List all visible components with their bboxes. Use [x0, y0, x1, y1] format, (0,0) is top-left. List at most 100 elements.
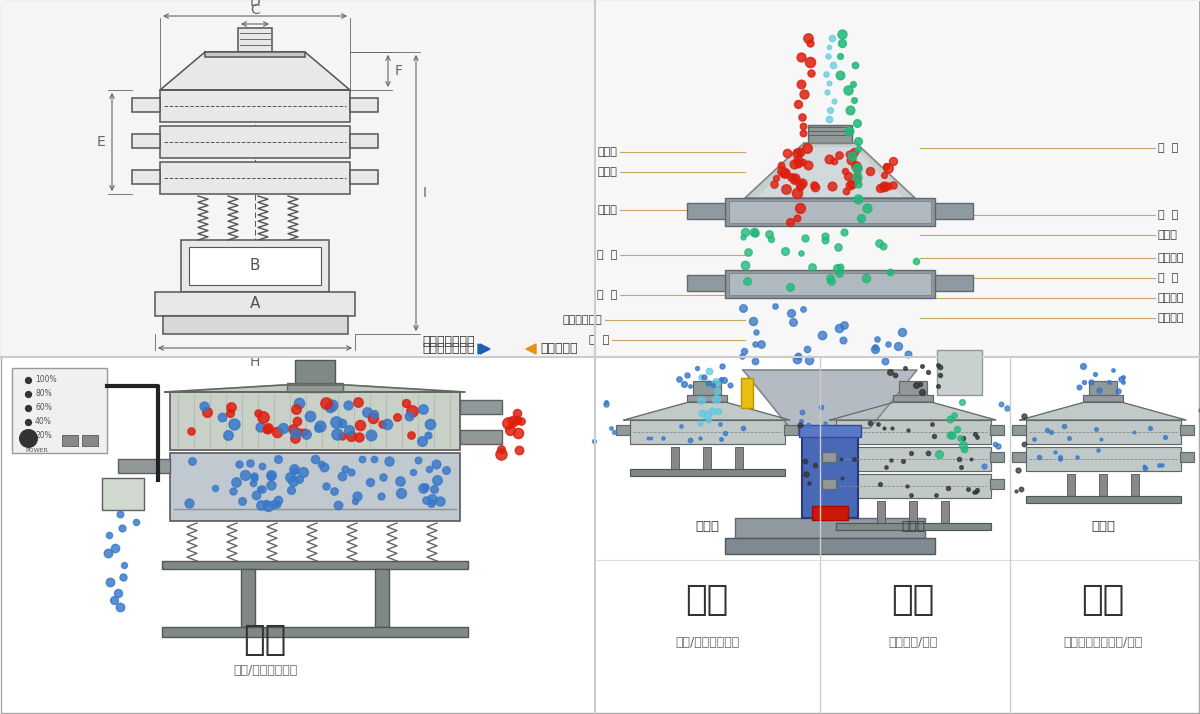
Point [692, 407, 712, 418]
Point [847, 162, 866, 174]
Point [784, 316, 803, 328]
Point [714, 374, 733, 386]
Point [101, 576, 120, 588]
Point [781, 281, 800, 293]
Point [265, 498, 284, 510]
Point [818, 41, 838, 53]
Point [878, 338, 898, 350]
Point [1092, 433, 1111, 445]
Point [830, 69, 850, 81]
Text: 60%: 60% [35, 403, 52, 413]
Bar [163, 316, 348, 334]
Point [294, 467, 313, 478]
Point [788, 353, 808, 365]
Point [283, 423, 302, 434]
Point [364, 412, 383, 423]
Point [846, 161, 865, 172]
Point [793, 303, 812, 315]
Text: C: C [250, 3, 260, 17]
Bar [241, 569, 256, 627]
Point [820, 77, 839, 89]
Point [788, 155, 808, 166]
Bar [12, 368, 107, 453]
Point [800, 37, 820, 49]
Point [708, 385, 727, 396]
Point [944, 410, 964, 421]
Point [767, 172, 786, 183]
Point [706, 376, 725, 388]
Point [847, 171, 866, 183]
Point [324, 485, 343, 496]
Point [860, 166, 880, 177]
Bar [160, 162, 350, 194]
Point [775, 168, 794, 179]
Point [403, 467, 422, 478]
Point [870, 182, 889, 193]
Point [805, 179, 824, 191]
Bar [694, 381, 721, 395]
Point [833, 472, 852, 483]
Point [391, 488, 410, 499]
Point [677, 370, 696, 381]
Point [953, 432, 972, 443]
Point [845, 95, 864, 106]
Point [745, 356, 764, 367]
Point [798, 32, 817, 44]
Point [787, 212, 806, 223]
Point [910, 378, 929, 389]
Point [781, 172, 800, 183]
Point [308, 422, 328, 433]
Point [700, 365, 719, 376]
Point [829, 149, 848, 161]
Point [491, 448, 510, 459]
Polygon shape [758, 148, 902, 198]
Point [882, 454, 901, 466]
Point [845, 453, 864, 464]
Point [746, 326, 766, 338]
Bar [1132, 474, 1139, 496]
Point [408, 454, 427, 466]
Point [851, 212, 870, 223]
Bar [1090, 381, 1117, 395]
Point [258, 422, 277, 433]
Bar [990, 452, 1004, 462]
Text: 去除液体中的颗粒/异物: 去除液体中的颗粒/异物 [1063, 636, 1142, 650]
Polygon shape [478, 344, 488, 354]
Point [1007, 485, 1026, 496]
Bar [190, 247, 322, 285]
Point [352, 453, 371, 465]
Point [953, 440, 972, 451]
Point [108, 588, 127, 599]
Point [1109, 386, 1128, 397]
Point [322, 399, 341, 411]
Point [821, 272, 840, 283]
Point [764, 178, 784, 190]
Bar [132, 134, 160, 148]
Point [865, 341, 884, 353]
Point [791, 420, 810, 431]
Bar [287, 383, 343, 392]
Point [942, 429, 961, 441]
Bar [990, 479, 1004, 489]
Point [284, 465, 304, 476]
Point [491, 443, 510, 455]
Point [832, 453, 851, 465]
Bar [595, 1, 1199, 357]
Point [508, 408, 527, 419]
Text: POWER: POWER [25, 448, 48, 453]
Point [596, 398, 616, 410]
Point [715, 427, 734, 438]
Point [403, 405, 422, 416]
Point [806, 460, 826, 471]
Point [584, 436, 604, 447]
Point [347, 491, 366, 502]
Point [967, 431, 986, 443]
Point [500, 425, 520, 436]
Point [912, 386, 931, 398]
Point [848, 143, 868, 154]
Point [940, 429, 959, 441]
Point [1194, 447, 1200, 458]
Point [268, 498, 287, 509]
Point [223, 486, 242, 497]
Point [289, 426, 308, 438]
